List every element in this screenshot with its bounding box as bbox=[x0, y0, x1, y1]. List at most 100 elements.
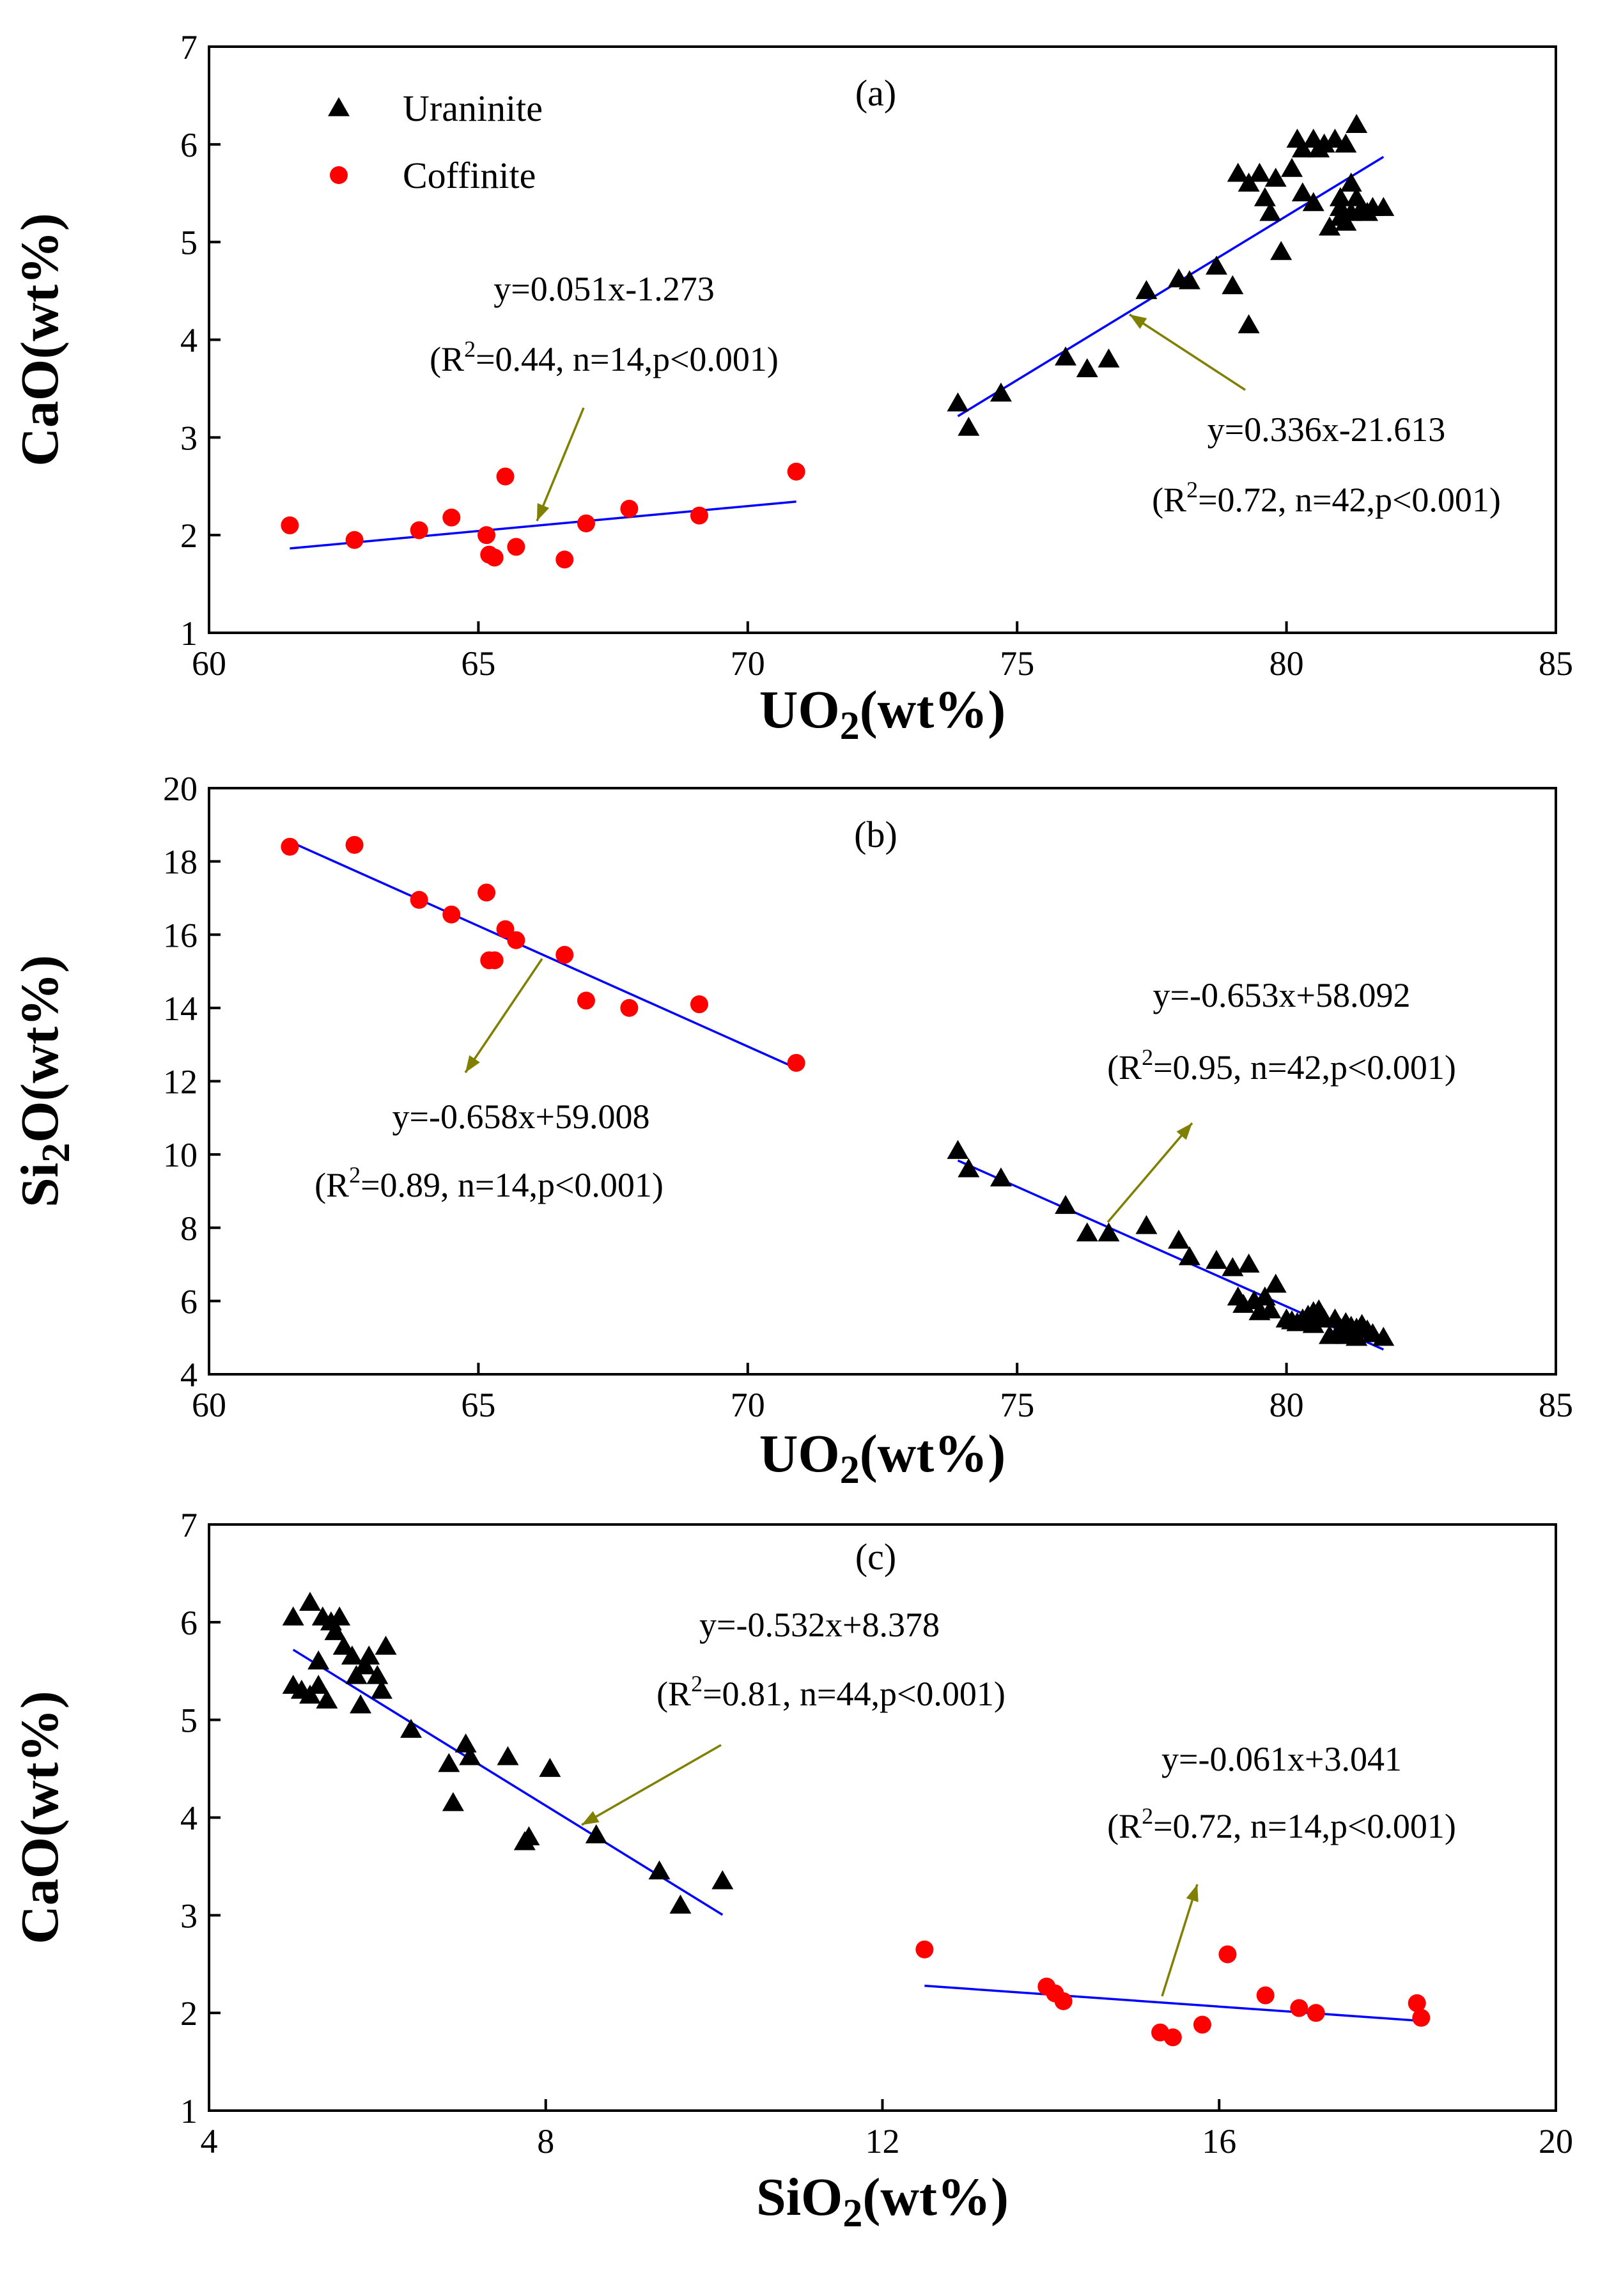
x-tick-label: 70 bbox=[731, 644, 765, 683]
x-tick-label: 70 bbox=[731, 1386, 765, 1424]
regression-line bbox=[924, 1984, 1422, 2022]
coffinite-point bbox=[1256, 1986, 1275, 2005]
annotation-arrow bbox=[581, 1744, 722, 1826]
regression-stats: (R2=0.89, n=14,p<0.001) bbox=[314, 1162, 664, 1204]
uraninite-point bbox=[1340, 172, 1362, 192]
chart-panel-b: 60 65 70 75 80 85 4 6 8 10 12 14 16 18 20 UO2(wt%) Si2O(… bbox=[10, 770, 1573, 1492]
regression-stats: (R2=0.44, n=14,p<0.001) bbox=[430, 336, 779, 378]
uraninite-point bbox=[947, 1140, 969, 1160]
uraninite-point bbox=[1238, 172, 1260, 192]
x-tick-label: 85 bbox=[1539, 644, 1573, 683]
chart-panel-c: 4 8 12 16 201234567SiO2(wt%)CaO(wt%)(c)y=-0.… bbox=[10, 1506, 1573, 2235]
panel-label: (a) bbox=[855, 72, 896, 114]
y-tick-label: 6 bbox=[180, 1282, 198, 1321]
x-tick-label: 60 bbox=[192, 644, 226, 683]
annotation-arrowhead bbox=[465, 1055, 480, 1073]
uraninite-point bbox=[375, 1636, 397, 1655]
uraninite-point bbox=[307, 1650, 330, 1670]
uraninite-point bbox=[1055, 1195, 1077, 1214]
uraninite-point bbox=[282, 1606, 304, 1625]
uraninite-point bbox=[1340, 201, 1362, 221]
coffinite-point bbox=[555, 945, 574, 964]
uraninite-point bbox=[350, 1694, 372, 1714]
y-tick-label: 5 bbox=[180, 224, 198, 262]
legend-label: Uraninite bbox=[403, 88, 543, 129]
x-tick-label: 80 bbox=[1269, 644, 1304, 683]
uraninite-point bbox=[1238, 1253, 1260, 1273]
uraninite-point bbox=[1291, 182, 1314, 201]
y-tick-label: 2 bbox=[180, 516, 198, 555]
uraninite-point bbox=[1248, 162, 1271, 182]
uraninite-point bbox=[1264, 1273, 1287, 1293]
uraninite-point bbox=[454, 1733, 477, 1753]
uraninite-point bbox=[332, 1636, 355, 1655]
coffinite-point bbox=[787, 1053, 805, 1072]
coffinite-point bbox=[477, 526, 496, 545]
uraninite-point bbox=[1227, 162, 1249, 182]
coffinite-point bbox=[1218, 1945, 1237, 1964]
uraninite-point bbox=[947, 392, 969, 412]
uraninite-point bbox=[1335, 212, 1357, 231]
uraninite-point bbox=[1270, 240, 1293, 260]
y-tick-label: 20 bbox=[163, 770, 198, 808]
annotation-arrowhead bbox=[1186, 1884, 1199, 1902]
coffinite-point bbox=[281, 516, 299, 534]
uraninite-point bbox=[958, 1158, 980, 1177]
coffinite-point bbox=[496, 467, 515, 486]
coffinite-point bbox=[787, 462, 805, 481]
uraninite-point bbox=[324, 1621, 346, 1640]
uraninite-point bbox=[345, 1664, 368, 1684]
coffinite-point bbox=[507, 931, 525, 949]
uraninite-point bbox=[1372, 197, 1395, 216]
coffinite-point bbox=[281, 837, 299, 856]
annotation-arrow bbox=[1129, 313, 1246, 391]
uraninite-point bbox=[1313, 133, 1335, 153]
x-axis-label: UO2(wt%) bbox=[759, 680, 1006, 748]
uraninite-point bbox=[316, 1689, 338, 1709]
y-tick-label: 6 bbox=[180, 126, 198, 164]
coffinite-point bbox=[507, 538, 525, 556]
plot-frame bbox=[208, 45, 1557, 634]
uraninite-point bbox=[518, 1826, 540, 1845]
uraninite-point bbox=[1206, 1250, 1228, 1269]
regression-stats: (R2=0.81, n=44,p<0.001) bbox=[656, 1671, 1005, 1713]
regression-equation: y=-0.653x+58.092 bbox=[1153, 976, 1411, 1014]
annotation-arrowhead bbox=[582, 1811, 600, 1825]
uraninite-point bbox=[1259, 1299, 1282, 1319]
y-tick-label: 18 bbox=[163, 843, 198, 881]
y-tick-label: 7 bbox=[180, 1506, 198, 1544]
y-tick-label: 4 bbox=[180, 1799, 198, 1838]
coffinite-point bbox=[1163, 2028, 1182, 2047]
uraninite-point bbox=[299, 1592, 322, 1611]
legend-triangle-marker bbox=[328, 97, 350, 116]
uraninite-point bbox=[539, 1758, 561, 1777]
coffinite-point bbox=[1408, 1994, 1426, 2012]
chart-panel-a: 60 65 70 75 80 85 1 2 3 4 5 6 7 UO2(wt%) CaO(wt%) (a) y=… bbox=[10, 28, 1573, 748]
regression-equation: y=0.051x-1.273 bbox=[493, 270, 714, 308]
uraninite-point bbox=[669, 1895, 692, 1914]
coffinite-point bbox=[496, 920, 515, 938]
y-tick-label: 2 bbox=[180, 1994, 198, 2033]
regression-equation: y=-0.061x+3.041 bbox=[1161, 1740, 1402, 1778]
x-tick-label: 65 bbox=[461, 644, 495, 683]
uraninite-point bbox=[299, 1684, 322, 1704]
x-tick-label: 75 bbox=[1000, 644, 1034, 683]
annotation-arrowhead bbox=[1130, 314, 1147, 329]
uraninite-point bbox=[1329, 187, 1351, 206]
regression-line bbox=[290, 500, 796, 550]
x-tick-label: 85 bbox=[1539, 1386, 1573, 1424]
legend-label: Coffinite bbox=[403, 155, 536, 196]
uraninite-point bbox=[1178, 1246, 1200, 1266]
annotation-arrowhead bbox=[537, 503, 550, 521]
coffinite-point bbox=[1193, 2015, 1211, 2034]
legend-circle-marker bbox=[330, 166, 348, 184]
uraninite-point bbox=[1076, 1222, 1098, 1242]
coffinite-point bbox=[485, 951, 504, 970]
uraninite-point bbox=[1098, 1222, 1120, 1242]
x-tick-label: 60 bbox=[192, 1386, 226, 1424]
coffinite-point bbox=[1307, 2004, 1325, 2022]
regression-line bbox=[289, 841, 797, 1069]
regression-line bbox=[292, 1648, 724, 1916]
y-tick-label: 5 bbox=[180, 1702, 198, 1740]
uraninite-point bbox=[1135, 1214, 1158, 1234]
